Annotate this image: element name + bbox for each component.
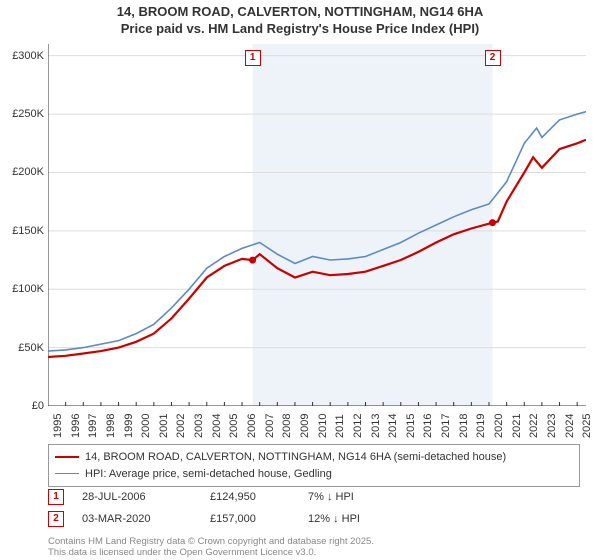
x-axis-tick-label: 2003	[193, 414, 205, 438]
chart-container: 14, BROOM ROAD, CALVERTON, NOTTINGHAM, N…	[0, 0, 600, 560]
attribution-line-2: This data is licensed under the Open Gov…	[48, 547, 374, 558]
legend-label-property: 14, BROOM ROAD, CALVERTON, NOTTINGHAM, N…	[85, 449, 506, 466]
x-axis-tick-label: 2019	[475, 414, 487, 438]
legend: 14, BROOM ROAD, CALVERTON, NOTTINGHAM, N…	[48, 444, 580, 487]
event-row: 2 03-MAR-2020 £157,000 12% ↓ HPI	[48, 508, 580, 530]
x-axis-tick-label: 1999	[123, 414, 135, 438]
legend-swatch-hpi	[55, 473, 79, 474]
x-axis-tick-label: 2011	[334, 414, 346, 438]
event-price: £124,950	[210, 491, 290, 503]
x-axis-tick-label: 2004	[211, 414, 223, 438]
event-marker-1: 1	[48, 489, 64, 505]
x-axis-tick-label: 1997	[87, 414, 99, 438]
event-delta: 12% ↓ HPI	[308, 513, 408, 525]
event-marker-2: 2	[48, 511, 64, 527]
legend-swatch-property	[55, 456, 79, 458]
y-axis-tick-label: £0	[0, 400, 44, 412]
event-price: £157,000	[210, 513, 290, 525]
y-axis-tick-label: £250K	[0, 108, 44, 120]
x-axis-tick-label: 1998	[105, 414, 117, 438]
legend-label-hpi: HPI: Average price, semi-detached house,…	[85, 466, 332, 483]
x-axis-tick-label: 2016	[422, 414, 434, 438]
x-axis-tick-label: 2010	[317, 414, 329, 438]
legend-row-hpi: HPI: Average price, semi-detached house,…	[55, 466, 573, 483]
y-axis-tick-label: £50K	[0, 342, 44, 354]
x-axis-tick-label: 2024	[564, 414, 576, 438]
y-axis-tick-label: £300K	[0, 50, 44, 62]
title-line-2: Price paid vs. HM Land Registry's House …	[0, 21, 600, 38]
x-axis-tick-label: 1995	[52, 414, 64, 438]
x-axis-tick-label: 2007	[264, 414, 276, 438]
x-axis-tick-label: 2023	[546, 414, 558, 438]
y-axis-tick-label: £100K	[0, 283, 44, 295]
x-axis-tick-label: 2006	[246, 414, 258, 438]
x-axis-tick-label: 2017	[440, 414, 452, 438]
y-axis-tick-label: £150K	[0, 225, 44, 237]
event-table: 1 28-JUL-2006 £124,950 7% ↓ HPI 2 03-MAR…	[48, 486, 580, 530]
event-date: 03-MAR-2020	[82, 513, 192, 525]
x-axis-tick-label: 2025	[581, 414, 593, 438]
x-axis-tick-label: 2013	[370, 414, 382, 438]
attribution-line-1: Contains HM Land Registry data © Crown c…	[48, 536, 374, 547]
event-delta: 7% ↓ HPI	[308, 491, 408, 503]
x-axis-tick-label: 1996	[70, 414, 82, 438]
x-axis-tick-label: 2005	[228, 414, 240, 438]
x-axis-tick-label: 2015	[405, 414, 417, 438]
chart-marker-1: 1	[245, 50, 261, 66]
event-row: 1 28-JUL-2006 £124,950 7% ↓ HPI	[48, 486, 580, 508]
plot-area	[48, 44, 586, 406]
title-block: 14, BROOM ROAD, CALVERTON, NOTTINGHAM, N…	[0, 0, 600, 38]
x-axis-tick-label: 2018	[458, 414, 470, 438]
x-axis-tick-label: 2014	[387, 414, 399, 438]
y-axis-tick-label: £200K	[0, 166, 44, 178]
legend-row-property: 14, BROOM ROAD, CALVERTON, NOTTINGHAM, N…	[55, 449, 573, 466]
x-axis-tick-label: 2020	[493, 414, 505, 438]
event-date: 28-JUL-2006	[82, 491, 192, 503]
x-axis-tick-label: 2009	[299, 414, 311, 438]
x-axis-tick-label: 2012	[352, 414, 364, 438]
x-axis-tick-label: 2021	[511, 414, 523, 438]
chart-marker-2: 2	[485, 50, 501, 66]
x-axis-tick-label: 2002	[175, 414, 187, 438]
attribution: Contains HM Land Registry data © Crown c…	[48, 536, 374, 559]
plot-svg	[48, 44, 586, 406]
x-axis-tick-label: 2001	[158, 414, 170, 438]
title-line-1: 14, BROOM ROAD, CALVERTON, NOTTINGHAM, N…	[0, 4, 600, 21]
x-axis-tick-label: 2022	[528, 414, 540, 438]
x-axis-tick-label: 2000	[140, 414, 152, 438]
x-axis-tick-label: 2008	[281, 414, 293, 438]
